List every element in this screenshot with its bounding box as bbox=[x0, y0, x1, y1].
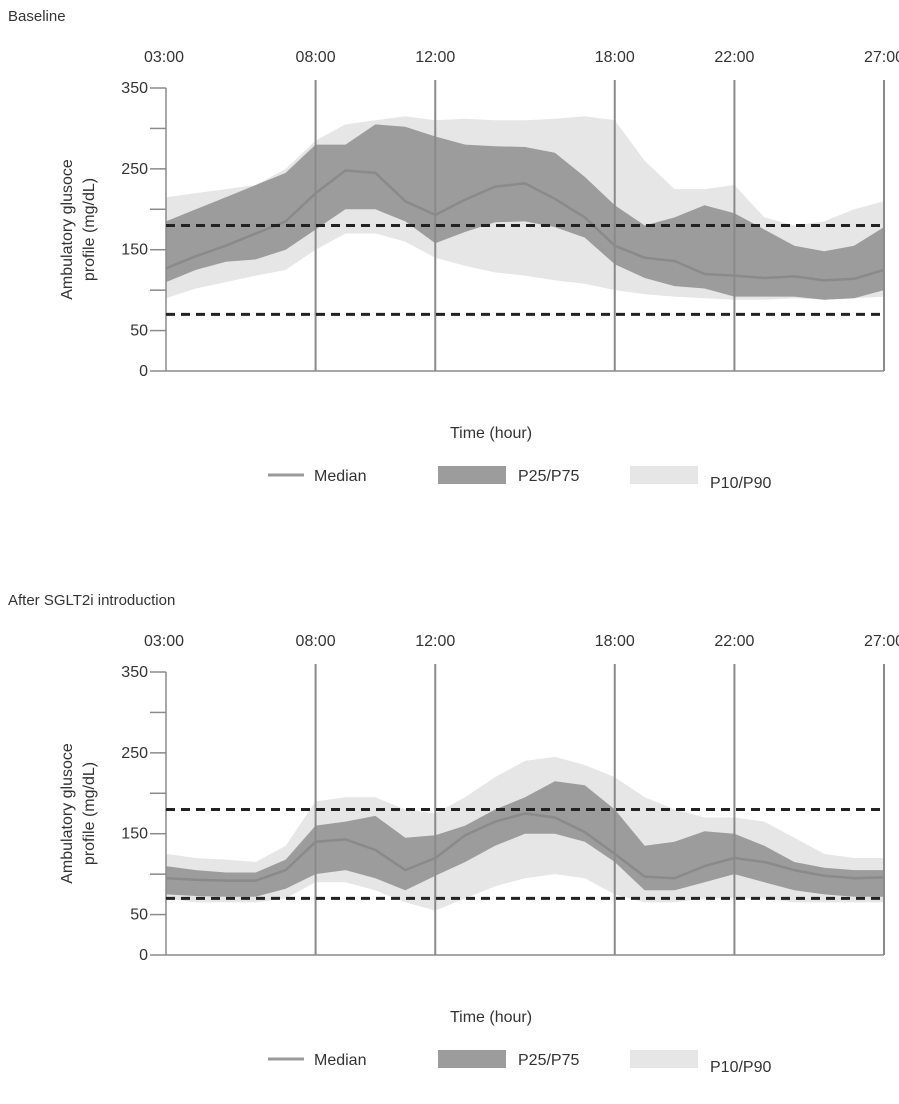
panel-title: Baseline bbox=[8, 8, 66, 25]
legend-label: Median bbox=[314, 468, 366, 485]
x-tick-label: 03:00 bbox=[144, 49, 184, 66]
median-line bbox=[165, 812, 885, 882]
y-tick-label: 0 bbox=[139, 947, 148, 964]
x-tick-label: 08:00 bbox=[296, 49, 336, 66]
chart-svg: 0 50 150 250 350 03:00 08:00 12:00 18:00 22:00 27:… bbox=[59, 633, 899, 1076]
x-tick-label: 18:00 bbox=[595, 49, 635, 66]
y-tick-label: 50 bbox=[130, 323, 148, 340]
x-axis-title: Time (hour) bbox=[450, 1009, 532, 1026]
y-tick-label: 150 bbox=[121, 242, 148, 259]
y-axis-title-line: profile (mg/dL) bbox=[81, 762, 98, 865]
y-axis-title: Ambulatory glusoce profile (mg/dL) bbox=[59, 743, 98, 884]
x-tick-label: 03:00 bbox=[144, 633, 184, 650]
y-tick-label: 350 bbox=[121, 80, 148, 97]
legend-label: P10/P90 bbox=[710, 475, 771, 492]
y-tick-label: 0 bbox=[139, 363, 148, 380]
x-tick-label: 27:00 bbox=[864, 49, 899, 66]
y-tick-label: 150 bbox=[121, 826, 148, 843]
x-tick-label: 18:00 bbox=[595, 633, 635, 650]
legend-swatch bbox=[630, 466, 698, 484]
x-tick-label: 12:00 bbox=[415, 49, 455, 66]
x-axis-title: Time (hour) bbox=[450, 425, 532, 442]
y-tick-label: 50 bbox=[130, 907, 148, 924]
p25-p75-band bbox=[166, 124, 884, 300]
legend-swatch bbox=[438, 466, 506, 484]
y-tick-label: 350 bbox=[121, 664, 148, 681]
y-axis-title: Ambulatory glusoce profile (mg/dL) bbox=[59, 159, 98, 300]
y-axis-title-line: Ambulatory glusoce bbox=[59, 159, 76, 300]
p25-p75-band bbox=[166, 781, 884, 897]
legend-swatch bbox=[630, 1050, 698, 1068]
median-line bbox=[165, 169, 885, 282]
x-tick-label: 22:00 bbox=[714, 49, 754, 66]
chart-svg: 0 50 150 250 350 03:00 08:00 12:00 18:00 22:00 27:… bbox=[59, 49, 899, 492]
legend-label: P25/P75 bbox=[518, 468, 579, 485]
chart-panel-baseline: Baseline 0 50 150 250 350 03:00 08:00 12:00 18:0… bbox=[0, 0, 899, 520]
x-tick-label: 12:00 bbox=[415, 633, 455, 650]
legend-label: P25/P75 bbox=[518, 1052, 579, 1069]
legend-label: Median bbox=[314, 1052, 366, 1069]
panel-title: After SGLT2i introduction bbox=[8, 592, 176, 609]
y-axis-title-line: Ambulatory glusoce bbox=[59, 743, 76, 884]
y-axis-title-line: profile (mg/dL) bbox=[81, 178, 98, 281]
y-tick-label: 250 bbox=[121, 745, 148, 762]
legend-swatch bbox=[438, 1050, 506, 1068]
x-tick-label: 22:00 bbox=[714, 633, 754, 650]
y-tick-label: 250 bbox=[121, 161, 148, 178]
x-tick-label: 08:00 bbox=[296, 633, 336, 650]
legend-label: P10/P90 bbox=[710, 1059, 771, 1076]
chart-panel-after-sglt2i: After SGLT2i introduction 0 50 150 250 350 03… bbox=[0, 584, 899, 1104]
x-tick-label: 27:00 bbox=[864, 633, 899, 650]
